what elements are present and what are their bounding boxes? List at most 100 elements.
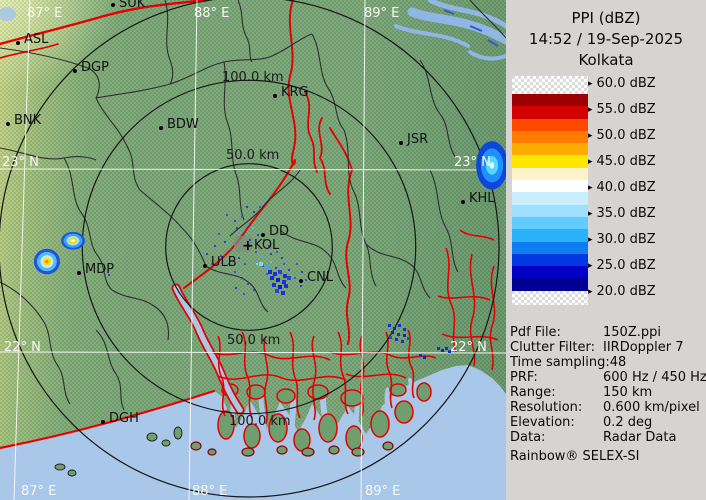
city-marker-BDW (159, 126, 163, 130)
range-ring-150km (0, 0, 500, 498)
graticule-label: 89° E (364, 6, 400, 21)
rivers-red (0, 0, 353, 450)
arrow-right-icon: ▸ (588, 235, 593, 245)
city-label-KRG: KRG (281, 85, 309, 100)
city-label-JSR: JSR (407, 132, 429, 147)
radar-echo-cell-west-1 (58, 227, 88, 252)
colorbar-band-1 (512, 106, 588, 119)
colorbar-band-6 (512, 167, 588, 181)
info-row: Clutter Filter: IIRDoppler 7 (510, 340, 704, 355)
city-marker-DD (261, 233, 265, 237)
city-marker-KRG (273, 94, 277, 98)
info-label: PRF: (510, 370, 538, 385)
info-value: 150 km (603, 385, 653, 400)
side-panel: PPI (dBZ) 14:52 / 19-Sep-2025 Kolkata ▸ 6… (506, 0, 706, 500)
info-label: Elevation: (510, 415, 575, 430)
city-marker-BNK (6, 122, 10, 126)
colorbar-band-5 (512, 155, 588, 168)
meridian-89E (360, 0, 366, 500)
arrow-right-icon: ▸ (588, 131, 593, 141)
range-ring-50km (165, 163, 333, 331)
graticule-label: 23° N (454, 155, 491, 170)
urban-area-kolkata (234, 236, 252, 252)
dbz-label: 20.0 dBZ (596, 284, 656, 299)
city-label-ULB: ULB (211, 255, 237, 270)
arrow-right-icon: ▸ (588, 79, 593, 89)
arrow-right-icon: ▸ (588, 157, 593, 167)
meridian-87E (13, 0, 31, 500)
scan-info-panel: Pdf File: 150Z.ppi Clutter Filter: IIRDoppl… (510, 325, 706, 464)
dbz-label: 35.0 dBZ (596, 206, 656, 221)
info-label: Clutter Filter: (510, 340, 595, 355)
pond (0, 7, 16, 21)
dbz-label: 40.0 dBZ (596, 180, 656, 195)
info-label: Range: (510, 385, 556, 400)
colorbar-band-8 (512, 192, 588, 205)
info-value: 600 Hz / 450 Hz (603, 370, 706, 385)
colorbar-band-4 (512, 143, 588, 156)
colorbar-band-0 (512, 94, 588, 107)
city-marker-CNL (299, 279, 303, 283)
graticule-label: 87° E (21, 484, 57, 499)
radar-map-display: 87° E 88° E 89° E 23° N 23° N 22° N 22° N 87° E… (0, 0, 506, 500)
graticule-label: 22° N (450, 340, 487, 355)
dbz-label: 60.0 dBZ (596, 76, 656, 91)
rivers-top-right (394, 0, 506, 61)
graticule-label: 22° N (4, 340, 41, 355)
info-value: Radar Data (603, 430, 677, 445)
graticule-label: 89° E (365, 484, 401, 499)
radar-site-marker-KOL: + (242, 238, 254, 254)
arrow-right-icon: ▸ (588, 183, 593, 193)
city-marker-DGH (101, 420, 105, 424)
city-marker-JSR (399, 141, 403, 145)
city-marker-KHL (461, 200, 465, 204)
parallel-23N (0, 168, 506, 171)
colorbar-band-12 (512, 241, 588, 254)
city-marker-ASL (16, 41, 20, 45)
info-row: Range: 150 km (510, 385, 704, 400)
dbz-label: 30.0 dBZ (596, 232, 656, 247)
hooghly-river-water (173, 285, 243, 413)
colorbar-band-15 (512, 278, 588, 291)
city-label-DGP: DGP (81, 60, 109, 75)
dbz-label: 25.0 dBZ (596, 258, 656, 273)
city-label-DD: DD (269, 224, 290, 239)
city-label-KHL: KHL (469, 191, 495, 206)
dbz-label: 45.0 dBZ (596, 154, 656, 169)
dbz-label-row: ▸ 25.0 dBZ (588, 258, 656, 274)
meridian-88E (188, 0, 198, 500)
dbz-label-row: ▸ 55.0 dBZ (588, 102, 656, 118)
info-row: Elevation: 0.2 deg (510, 415, 704, 430)
arrow-right-icon: ▸ (588, 105, 593, 115)
dbz-label-row: ▸ 60.0 dBZ (588, 76, 656, 92)
scan-datetime: 14:52 / 19-Sep-2025 (528, 30, 684, 48)
dbz-label-row: ▸ 50.0 dBZ (588, 128, 656, 144)
dbz-label-row: ▸ 30.0 dBZ (588, 232, 656, 248)
southwest-islets (54, 426, 183, 477)
outer-islets (190, 441, 394, 457)
city-label-DGH: DGH (109, 411, 139, 426)
panel-title: PPI (dBZ) 14:52 / 19-Sep-2025 Kolkata (506, 0, 706, 71)
sundarbans-channels (211, 229, 499, 425)
info-value: 48 (609, 355, 627, 370)
river-specks (443, 9, 499, 47)
dbz-label-row: ▸ 40.0 dBZ (588, 180, 656, 196)
arrow-right-icon: ▸ (588, 209, 593, 219)
colorbar-band-3 (512, 130, 588, 144)
range-ring-label: 100.0 km (229, 414, 291, 429)
colorbar-checker-top (512, 76, 588, 94)
map-artwork (0, 0, 506, 500)
range-ring-label: 50.0 km (226, 148, 280, 163)
info-label: Resolution: (510, 400, 583, 415)
info-value: 150Z.ppi (603, 325, 661, 340)
city-label-ASL: ASL (24, 32, 49, 47)
info-row: PRF: 600 Hz / 450 Hz (510, 370, 706, 385)
city-marker-SUK (111, 3, 115, 7)
radar-echo-cluster-southeast (0, 0, 3, 3)
city-marker-ULB (203, 264, 207, 268)
graticule-label: 88° E (194, 6, 230, 21)
dbz-label-row: ▸ 45.0 dBZ (588, 154, 656, 170)
range-ring-label: 50.0 km (227, 333, 281, 348)
info-label: Time sampling: (510, 355, 610, 370)
city-label-MDP: MDP (85, 262, 115, 277)
